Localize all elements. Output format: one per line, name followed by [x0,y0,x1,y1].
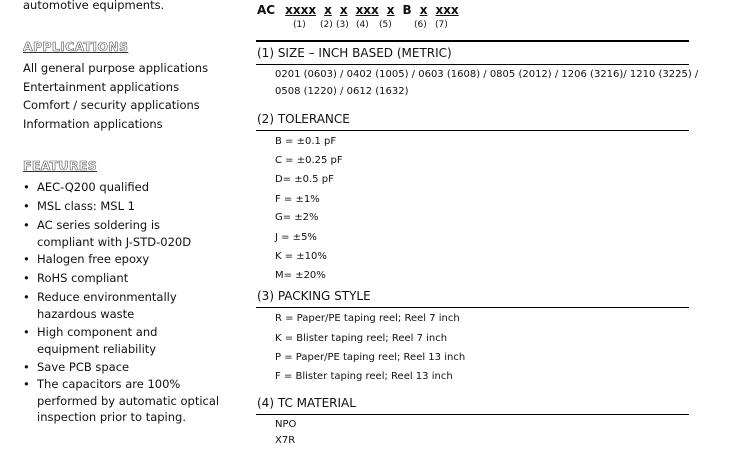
feature-item: High component and equipment reliability [23,324,157,357]
code-field: xxx [355,3,379,17]
field-number: (3) [336,20,349,30]
feature-line: AC series soldering is [37,218,161,232]
feature-item: The capacitors are 100% performed by auto… [23,376,219,426]
field-number: (2) [320,20,333,30]
feature-line: The capacitors are 100% [37,377,181,391]
divider [256,64,689,65]
feature-item: AEC-Q200 qualified [23,179,149,196]
application-item: All general purpose applications [23,61,209,75]
divider [256,307,689,308]
application-item: Entertainment applications [23,80,180,94]
field-number: (5) [379,20,392,30]
feature-line: AEC-Q200 qualified [37,180,150,194]
code-field: B [402,3,412,17]
section-item: D= ±0.5 pF [275,174,334,185]
feature-line: High component and [37,325,158,339]
section-item: 0508 (1220) / 0612 (1632) [275,86,409,97]
section-item: NPO [275,419,297,430]
code-prefix: AC [257,3,276,17]
field-number: (1) [293,20,306,30]
feature-line: Reduce environmentally [37,290,177,304]
code-field: x [324,3,332,17]
applications-heading: APPLICATIONS [23,39,129,55]
section-item: G= ±2% [275,212,319,223]
feature-line: compliant with J-STD-020D [37,234,192,249]
section-item: X7R [275,435,296,446]
code-field: x [339,3,348,17]
section-heading: (2) TOLERANCE [257,112,350,126]
feature-line: RoHS compliant [37,271,129,285]
section-item: F = Blister taping reel; Reel 13 inch [275,371,453,382]
section-item: R = Paper/PE taping reel; Reel 7 inch [275,313,460,324]
code-field: xxx [435,3,459,17]
section-item: J = ±5% [275,232,317,243]
section-item: P = Paper/PE taping reel; Reel 13 inch [275,352,466,363]
section-item: K = Blister taping reel; Reel 7 inch [275,333,448,344]
section-item: M= ±20% [275,270,326,281]
feature-line: inspection prior to taping. [37,410,186,424]
feature-line: performed by automatic optical [37,393,220,408]
application-item: Comfort / security applications [23,98,200,112]
section-item: B = ±0.1 pF [275,136,337,147]
section-heading: (3) PACKING STYLE [257,289,371,303]
section-heading: (1) SIZE – INCH BASED (METRIC) [257,46,452,60]
feature-line: Halogen free epoxy [37,252,150,266]
features-heading: FEATURES [23,158,98,174]
section-heading: (4) TC MATERIAL [257,396,356,410]
feature-item: RoHS compliant [23,270,128,287]
feature-item: Save PCB space [23,359,129,376]
feature-line: Save PCB space [37,360,130,374]
feature-item: MSL class: MSL 1 [23,198,135,215]
application-item: Information applications [23,117,163,131]
feature-item: AC series soldering is compliant with J-S… [23,217,191,250]
feature-item: Halogen free epoxy [23,251,149,268]
section-item: K = ±10% [275,251,327,262]
intro-text: automotive equipments. [23,0,165,12]
divider [256,130,689,131]
feature-line: MSL class: MSL 1 [37,199,135,213]
feature-line: hazardous waste [37,306,135,321]
divider [256,40,689,42]
field-number: (4) [356,20,369,30]
divider [256,414,689,415]
feature-line: equipment reliability [37,341,157,356]
section-item: 0201 (0603) / 0402 (1005) / 0603 (1608) … [275,69,699,80]
code-field: x [386,3,395,17]
code-field: xxxx [285,3,317,17]
feature-item: Reduce environmentally hazardous waste [23,289,177,322]
section-item: F = ±1% [275,194,320,205]
field-number: (7) [435,20,448,30]
code-field: x [419,3,428,17]
field-number: (6) [414,20,427,30]
section-item: C = ±0.25 pF [275,155,343,166]
